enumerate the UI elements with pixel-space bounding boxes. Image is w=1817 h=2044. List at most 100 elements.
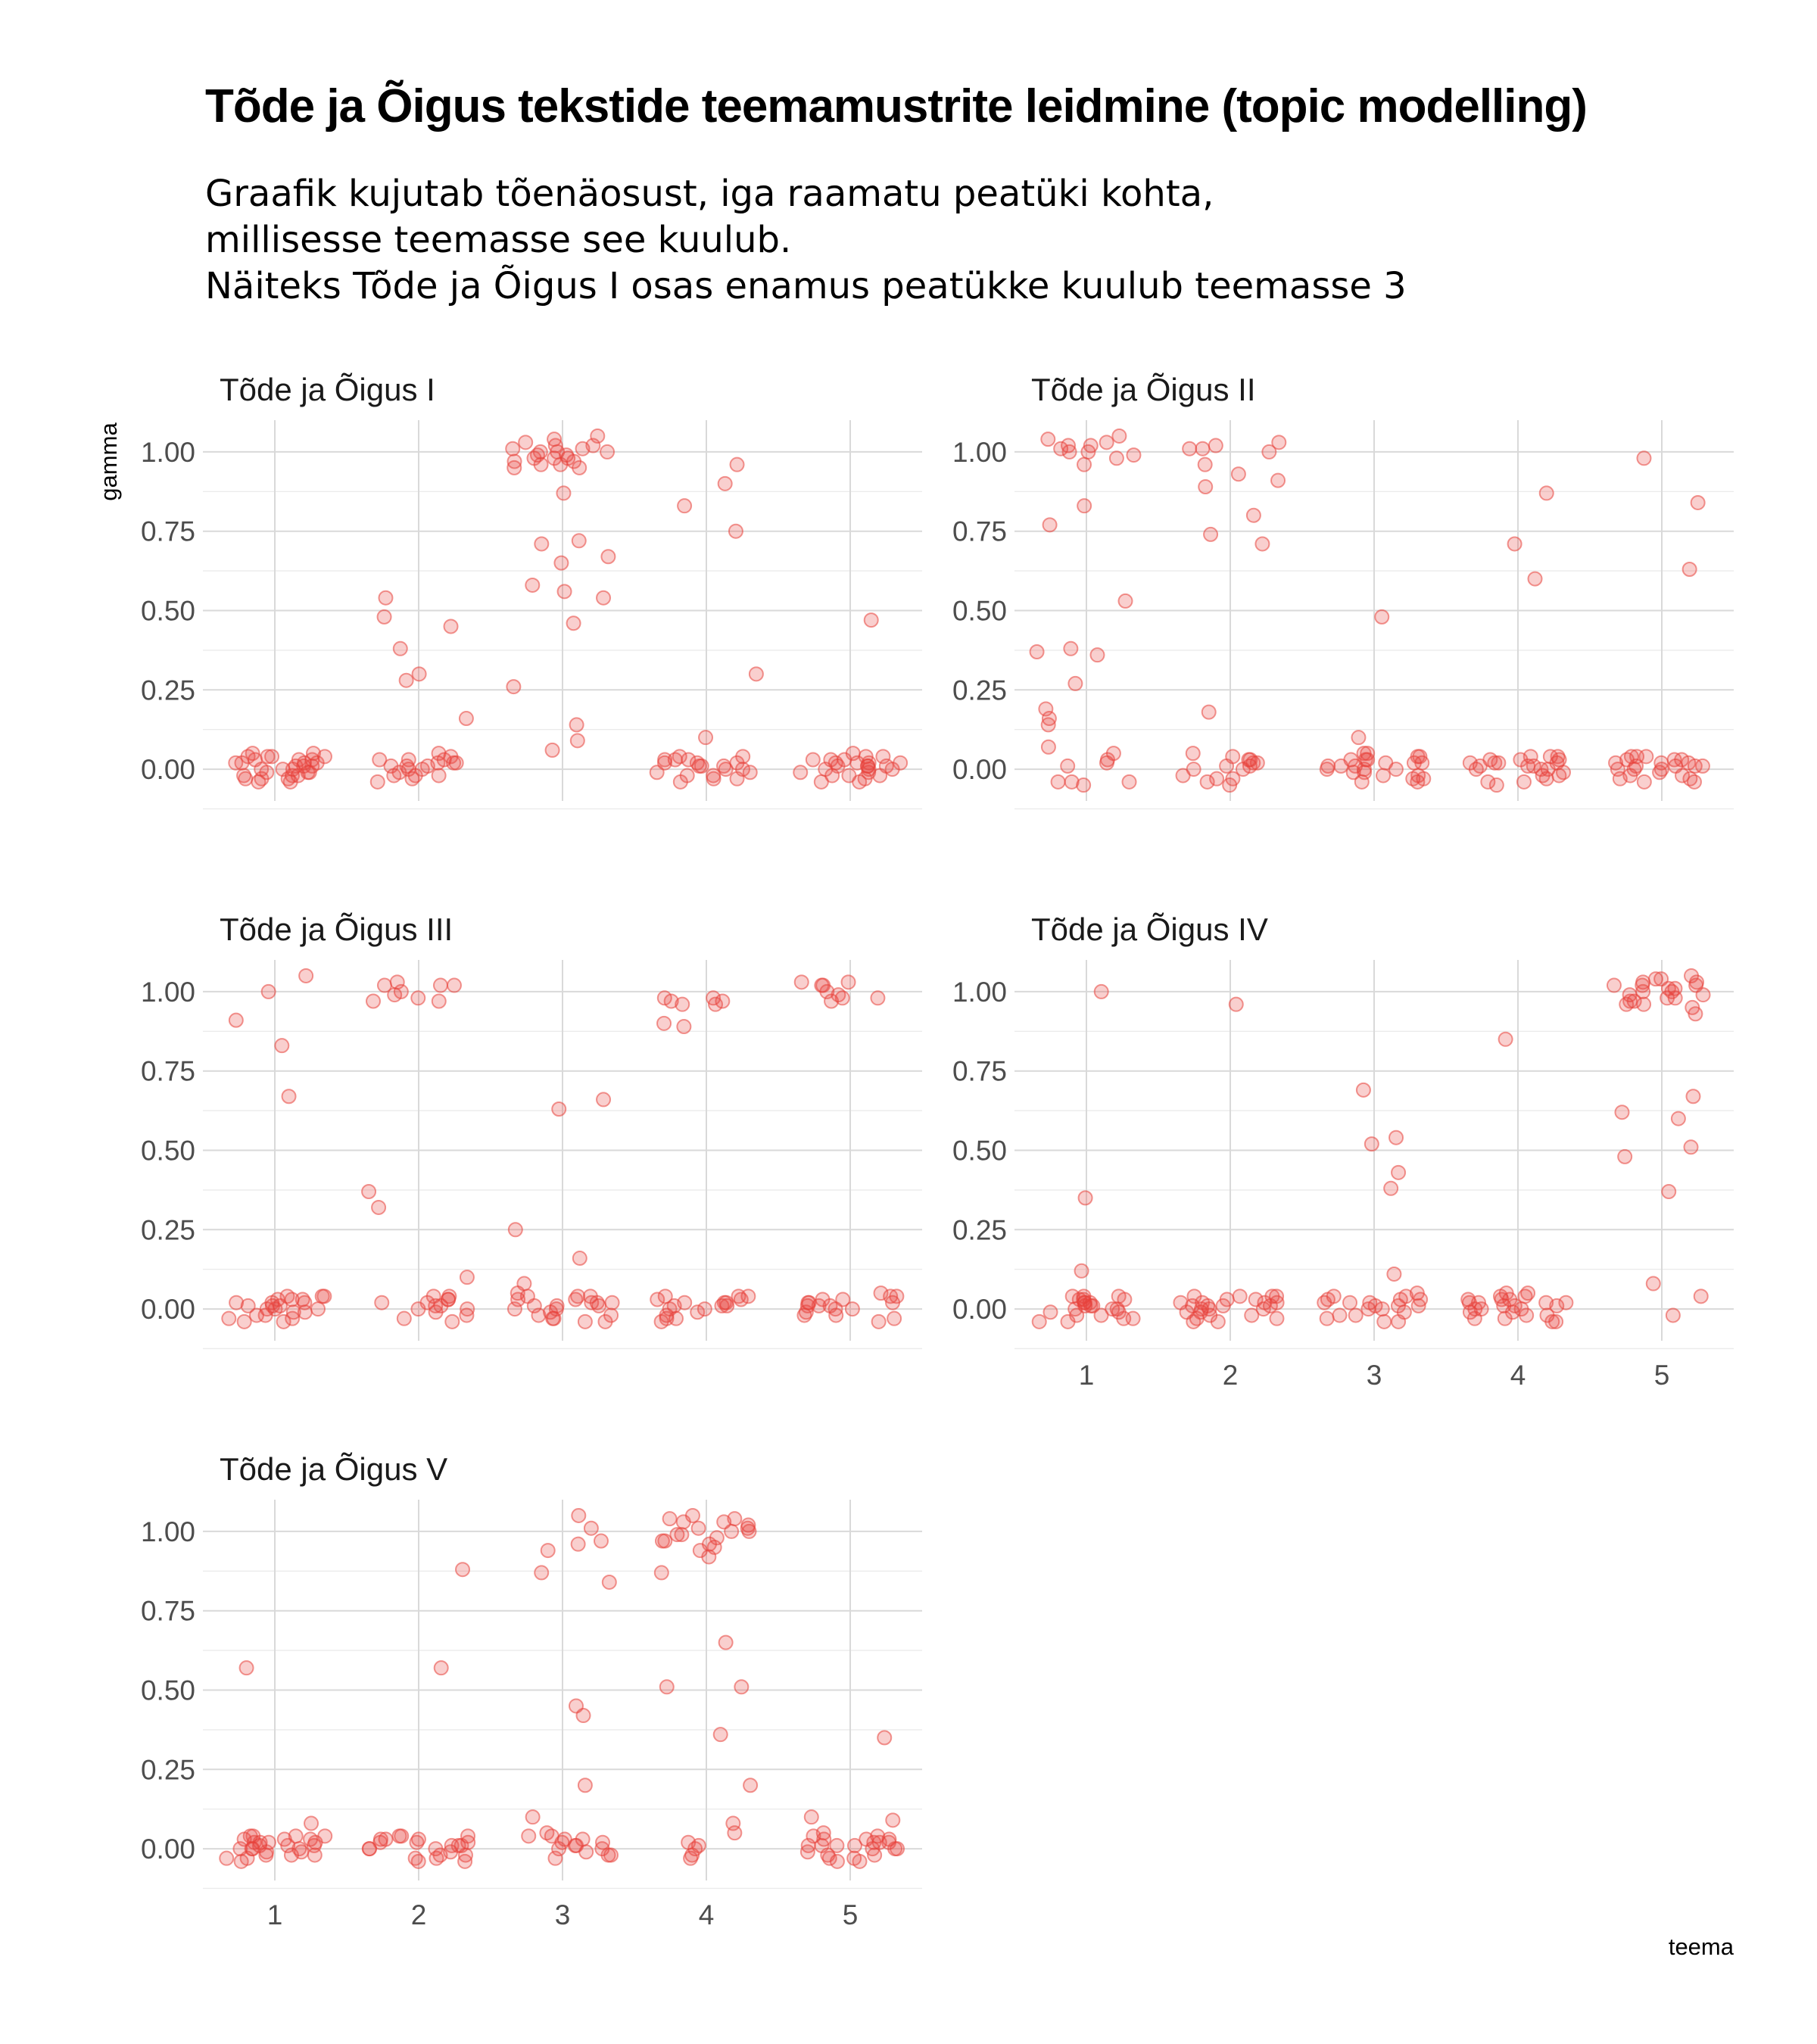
data-point	[1357, 752, 1373, 768]
data-point	[1355, 1082, 1371, 1098]
data-point	[374, 1295, 390, 1310]
data-point	[400, 752, 416, 768]
chart-subtitle: Graafik kujutab tõenäosust, iga raamatu …	[205, 171, 1407, 310]
data-point	[1548, 1313, 1564, 1329]
data-point	[1622, 768, 1638, 784]
data-point	[1513, 752, 1529, 768]
data-point	[219, 1850, 235, 1866]
data-point	[604, 1295, 620, 1310]
data-point	[1645, 1276, 1661, 1292]
data-point	[698, 730, 714, 746]
data-point	[376, 977, 392, 993]
data-point	[525, 577, 541, 593]
data-point	[600, 444, 616, 460]
data-point	[653, 1565, 669, 1581]
data-point	[1345, 765, 1361, 781]
data-point	[805, 752, 821, 768]
data-point	[398, 672, 414, 688]
data-point	[1467, 1301, 1483, 1317]
data-point	[307, 1847, 323, 1863]
data-point	[834, 990, 850, 1006]
data-point	[861, 762, 877, 777]
data-point	[1354, 774, 1370, 790]
data-point	[1040, 739, 1056, 755]
data-point	[1507, 536, 1522, 552]
y-tick-label: 0.25	[952, 675, 1007, 706]
data-point	[1319, 1310, 1335, 1326]
data-point	[844, 1301, 860, 1317]
data-point	[852, 1853, 868, 1869]
y-tick-label: 0.25	[141, 1214, 195, 1245]
y-tick-label: 0.00	[952, 754, 1007, 785]
data-point	[428, 1841, 444, 1857]
data-point	[596, 590, 612, 606]
y-tick-label: 1.00	[141, 437, 195, 468]
data-point	[830, 758, 846, 774]
data-point	[1491, 755, 1507, 771]
data-point	[1629, 749, 1645, 765]
data-point	[259, 765, 275, 781]
data-point	[877, 1730, 893, 1746]
data-point	[506, 1301, 522, 1317]
y-tick-label: 0.50	[141, 1136, 195, 1167]
data-point	[362, 1841, 378, 1857]
data-point	[544, 742, 560, 758]
x-tick-label: 4	[1510, 1360, 1526, 1391]
data-point	[1089, 647, 1105, 663]
data-point	[657, 1533, 673, 1549]
data-point	[675, 996, 690, 1012]
data-point	[1235, 762, 1251, 777]
y-tick-label: 1.00	[141, 977, 195, 1008]
data-point	[276, 1313, 291, 1329]
data-point	[361, 1183, 377, 1199]
data-point	[553, 555, 569, 571]
data-point	[1383, 1180, 1399, 1196]
data-point	[571, 533, 587, 549]
data-point	[1348, 1307, 1364, 1323]
data-point	[1317, 1295, 1332, 1310]
data-point	[244, 1841, 260, 1857]
data-point	[304, 758, 320, 774]
data-point	[392, 640, 408, 656]
data-point	[267, 1301, 283, 1317]
data-point	[229, 1295, 245, 1310]
data-point	[260, 749, 276, 765]
data-point	[1388, 762, 1404, 777]
data-point	[1504, 1304, 1520, 1320]
subtitle-line: Näiteks Tõde ja Õigus I osas enamus peat…	[205, 265, 1407, 307]
data-point	[603, 1847, 619, 1863]
data-point	[446, 977, 462, 993]
data-point	[1074, 1263, 1089, 1279]
data-point	[547, 432, 563, 447]
data-point	[1269, 1310, 1285, 1326]
x-tick-label: 4	[699, 1899, 715, 1930]
data-point	[734, 1679, 750, 1695]
data-point	[386, 768, 402, 784]
data-point	[801, 1295, 817, 1310]
data-point	[1606, 977, 1622, 993]
data-point	[1080, 444, 1096, 460]
x-tick-label: 3	[555, 1899, 571, 1930]
data-point	[741, 1523, 757, 1539]
data-point	[556, 485, 572, 501]
data-point	[264, 749, 280, 765]
data-point	[690, 1304, 706, 1320]
data-point	[591, 1298, 607, 1313]
data-point	[1661, 1183, 1677, 1199]
data-point	[657, 752, 673, 768]
chart-title: Tõde ja Õigus tekstide teemamustrite lei…	[205, 80, 1588, 132]
data-point	[571, 1507, 587, 1523]
data-point	[871, 1313, 887, 1329]
data-point	[1031, 1313, 1047, 1329]
data-point	[706, 990, 722, 1006]
data-point	[1688, 1006, 1703, 1022]
y-tick-label: 0.25	[141, 675, 195, 706]
data-point	[258, 1847, 274, 1863]
data-point	[1362, 1295, 1378, 1310]
data-point	[577, 1313, 593, 1329]
data-point	[1519, 1307, 1535, 1323]
data-point	[433, 1660, 449, 1676]
x-tick-label: 2	[1223, 1360, 1239, 1391]
data-point	[706, 771, 722, 787]
